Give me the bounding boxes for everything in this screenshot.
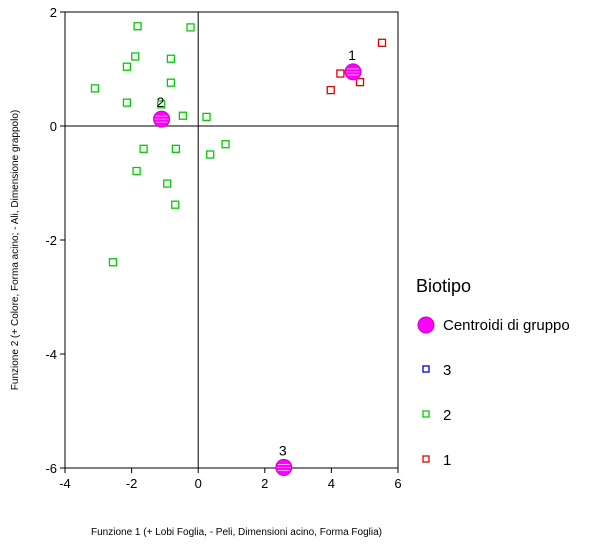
point-biotipo-2	[133, 22, 142, 31]
x-tick-label: 0	[195, 476, 202, 491]
point-biotipo-2	[166, 54, 176, 63]
x-tick-label: 6	[394, 476, 401, 491]
legend-entries: Centroidi di gruppo 3 2 1	[417, 316, 570, 469]
legend-label-centroidi-di-gruppo: Centroidi di gruppo	[443, 317, 570, 334]
point-biotipo-1	[377, 38, 387, 47]
point-biotipo-1	[326, 85, 335, 95]
legend-swatch-1	[422, 455, 430, 463]
y-axis-ticks: 2 0 -2 -4 -6	[45, 5, 65, 476]
group-centroids: 1 2 3	[153, 47, 362, 476]
point-biotipo-2	[131, 52, 140, 61]
point-biotipo-2	[171, 200, 180, 209]
point-biotipo-2	[166, 78, 176, 87]
point-biotipo-2	[221, 140, 230, 149]
x-axis-ticks: -4 -2 0 2 4 6	[59, 468, 402, 491]
x-tick-label: -2	[126, 476, 138, 491]
y-axis-title: Funzione 2 (+ Colore, Forma acino; - Ali…	[10, 110, 21, 390]
y-tick-label: -4	[45, 347, 57, 362]
point-biotipo-1	[355, 77, 365, 87]
y-tick-label: 2	[50, 5, 57, 20]
x-tick-label: 2	[261, 476, 268, 491]
point-biotipo-2	[206, 150, 215, 159]
point-biotipo-1	[336, 69, 345, 78]
point-biotipo-2	[122, 62, 132, 71]
centroid-hatch	[346, 68, 361, 76]
point-biotipo-2	[186, 23, 195, 32]
point-biotipo-2	[171, 144, 181, 153]
centroid-hatch	[276, 464, 291, 471]
legend-label-1: 1	[443, 452, 451, 469]
x-tick-label: 4	[328, 476, 335, 491]
point-biotipo-2	[178, 111, 188, 120]
y-tick-label: 0	[50, 119, 57, 134]
point-biotipo-2	[139, 144, 148, 153]
centroid-label-3: 3	[279, 442, 287, 458]
legend-label-3: 3	[443, 362, 451, 379]
legend: Biotipo Centroidi di gruppo 3 2 1	[416, 276, 570, 469]
y-tick-label: -6	[45, 461, 57, 476]
legend-swatch-2	[422, 410, 430, 418]
legend-title: Biotipo	[416, 276, 471, 296]
centroid-label-2: 2	[157, 94, 165, 110]
point-biotipo-2	[163, 179, 172, 188]
legend-swatch-3	[422, 365, 430, 373]
plot-border	[64, 11, 399, 469]
legend-centroid-swatch	[417, 316, 435, 334]
point-biotipo-2	[90, 84, 100, 93]
point-biotipo-2	[157, 100, 166, 109]
point-biotipo-2	[122, 98, 132, 107]
x-tick-label: -4	[59, 476, 71, 491]
reference-lines	[65, 12, 398, 468]
legend-label-2: 2	[443, 407, 451, 424]
centroid-hatch	[154, 115, 169, 123]
point-biotipo-2	[108, 258, 118, 267]
point-biotipo-2	[132, 166, 141, 176]
x-axis-title: Funzione 1 (+ Lobi Foglia, - Peli, Dimen…	[91, 527, 382, 538]
y-tick-label: -2	[45, 233, 57, 248]
centroid-label-1: 1	[348, 47, 356, 63]
plot-frame	[64, 11, 399, 469]
data-points	[90, 22, 387, 472]
point-biotipo-2	[202, 112, 211, 122]
